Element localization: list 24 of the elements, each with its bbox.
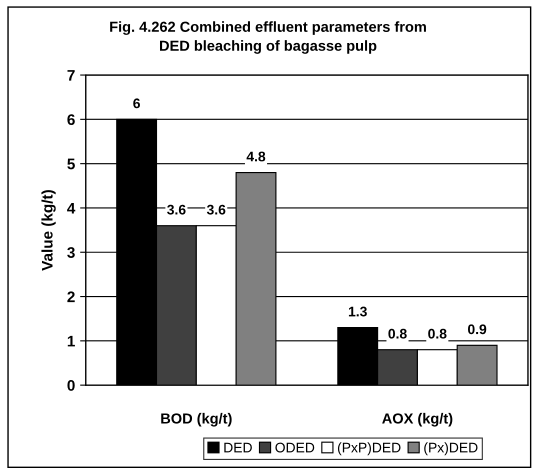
legend-label: (Px)DED: [424, 442, 478, 456]
y-tick-label: 3: [67, 247, 75, 258]
y-tick-label: 5: [67, 158, 75, 170]
y-tick-label: 4: [67, 202, 76, 214]
data-label: 1.3: [348, 306, 367, 316]
data-label: 0.8: [428, 328, 447, 339]
y-tick-label: 7: [68, 70, 75, 81]
y-tick-label: 6: [67, 114, 75, 126]
legend-label: DED: [224, 442, 252, 452]
legend-label: ODED: [275, 442, 314, 452]
data-label: 4.8: [246, 152, 266, 162]
data-label: 0.8: [388, 328, 407, 339]
data-label: 3.6: [167, 204, 186, 215]
data-label: 3.6: [206, 204, 226, 215]
y-axis-title: Value (kg/t): [41, 190, 56, 271]
data-label: 0.9: [468, 324, 486, 334]
legend-label: (PxP)DED: [338, 442, 400, 456]
x-tick-label: AOX (kg/t): [382, 412, 452, 427]
x-tick-label: BOD (kg/t): [161, 412, 232, 427]
chart-title: Fig. 4.262 Combined effluent parameters from DED bleaching of bagasse pulp: [110, 21, 426, 54]
y-tick-label: 2: [67, 291, 75, 302]
y-tick-label: 1: [68, 336, 75, 346]
data-label: 6: [133, 98, 140, 108]
y-tick-label: 0: [67, 380, 75, 391]
